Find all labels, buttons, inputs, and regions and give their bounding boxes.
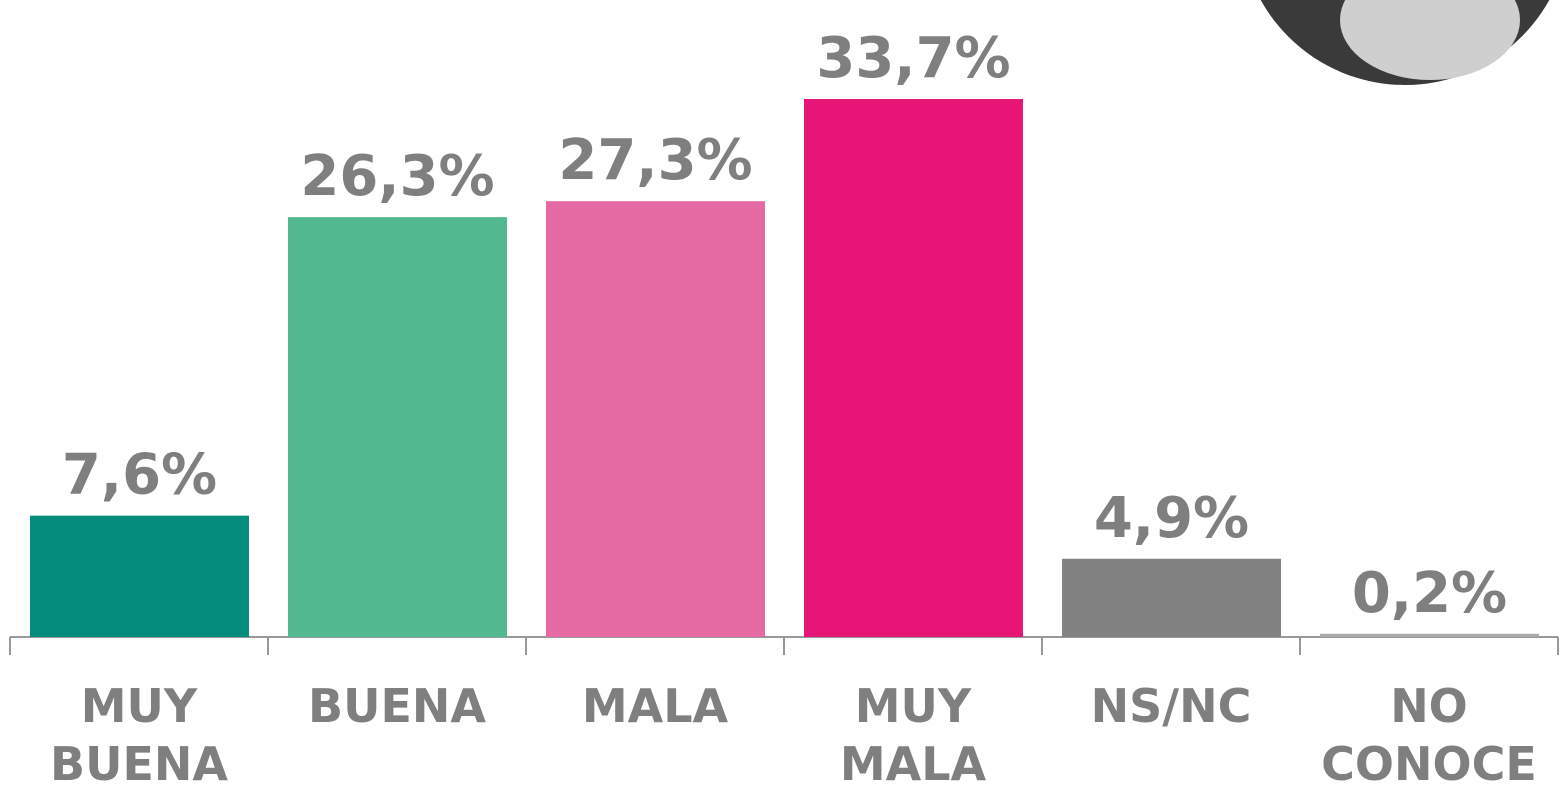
value-label: 7,6%	[62, 443, 217, 508]
bar	[288, 217, 507, 637]
value-label: 33,7%	[816, 26, 1010, 91]
x-tick-label: MUY MALA	[840, 679, 987, 791]
x-tick-label: NO CONOCE	[1321, 679, 1537, 791]
x-tick-label: BUENA	[308, 679, 486, 733]
value-label: 4,9%	[1094, 486, 1249, 551]
value-label: 26,3%	[300, 144, 494, 209]
bar	[546, 201, 765, 637]
x-tick-label: MALA	[582, 679, 729, 733]
x-tick-label: MUY BUENA	[50, 679, 228, 791]
bar	[1320, 633, 1539, 637]
bar	[1062, 558, 1281, 637]
value-label: 27,3%	[558, 128, 752, 193]
value-label: 0,2%	[1352, 561, 1507, 626]
bar	[804, 99, 1023, 637]
x-tick-label: NS/NC	[1091, 679, 1252, 733]
photo-face	[1340, 0, 1520, 80]
bar	[30, 515, 249, 637]
